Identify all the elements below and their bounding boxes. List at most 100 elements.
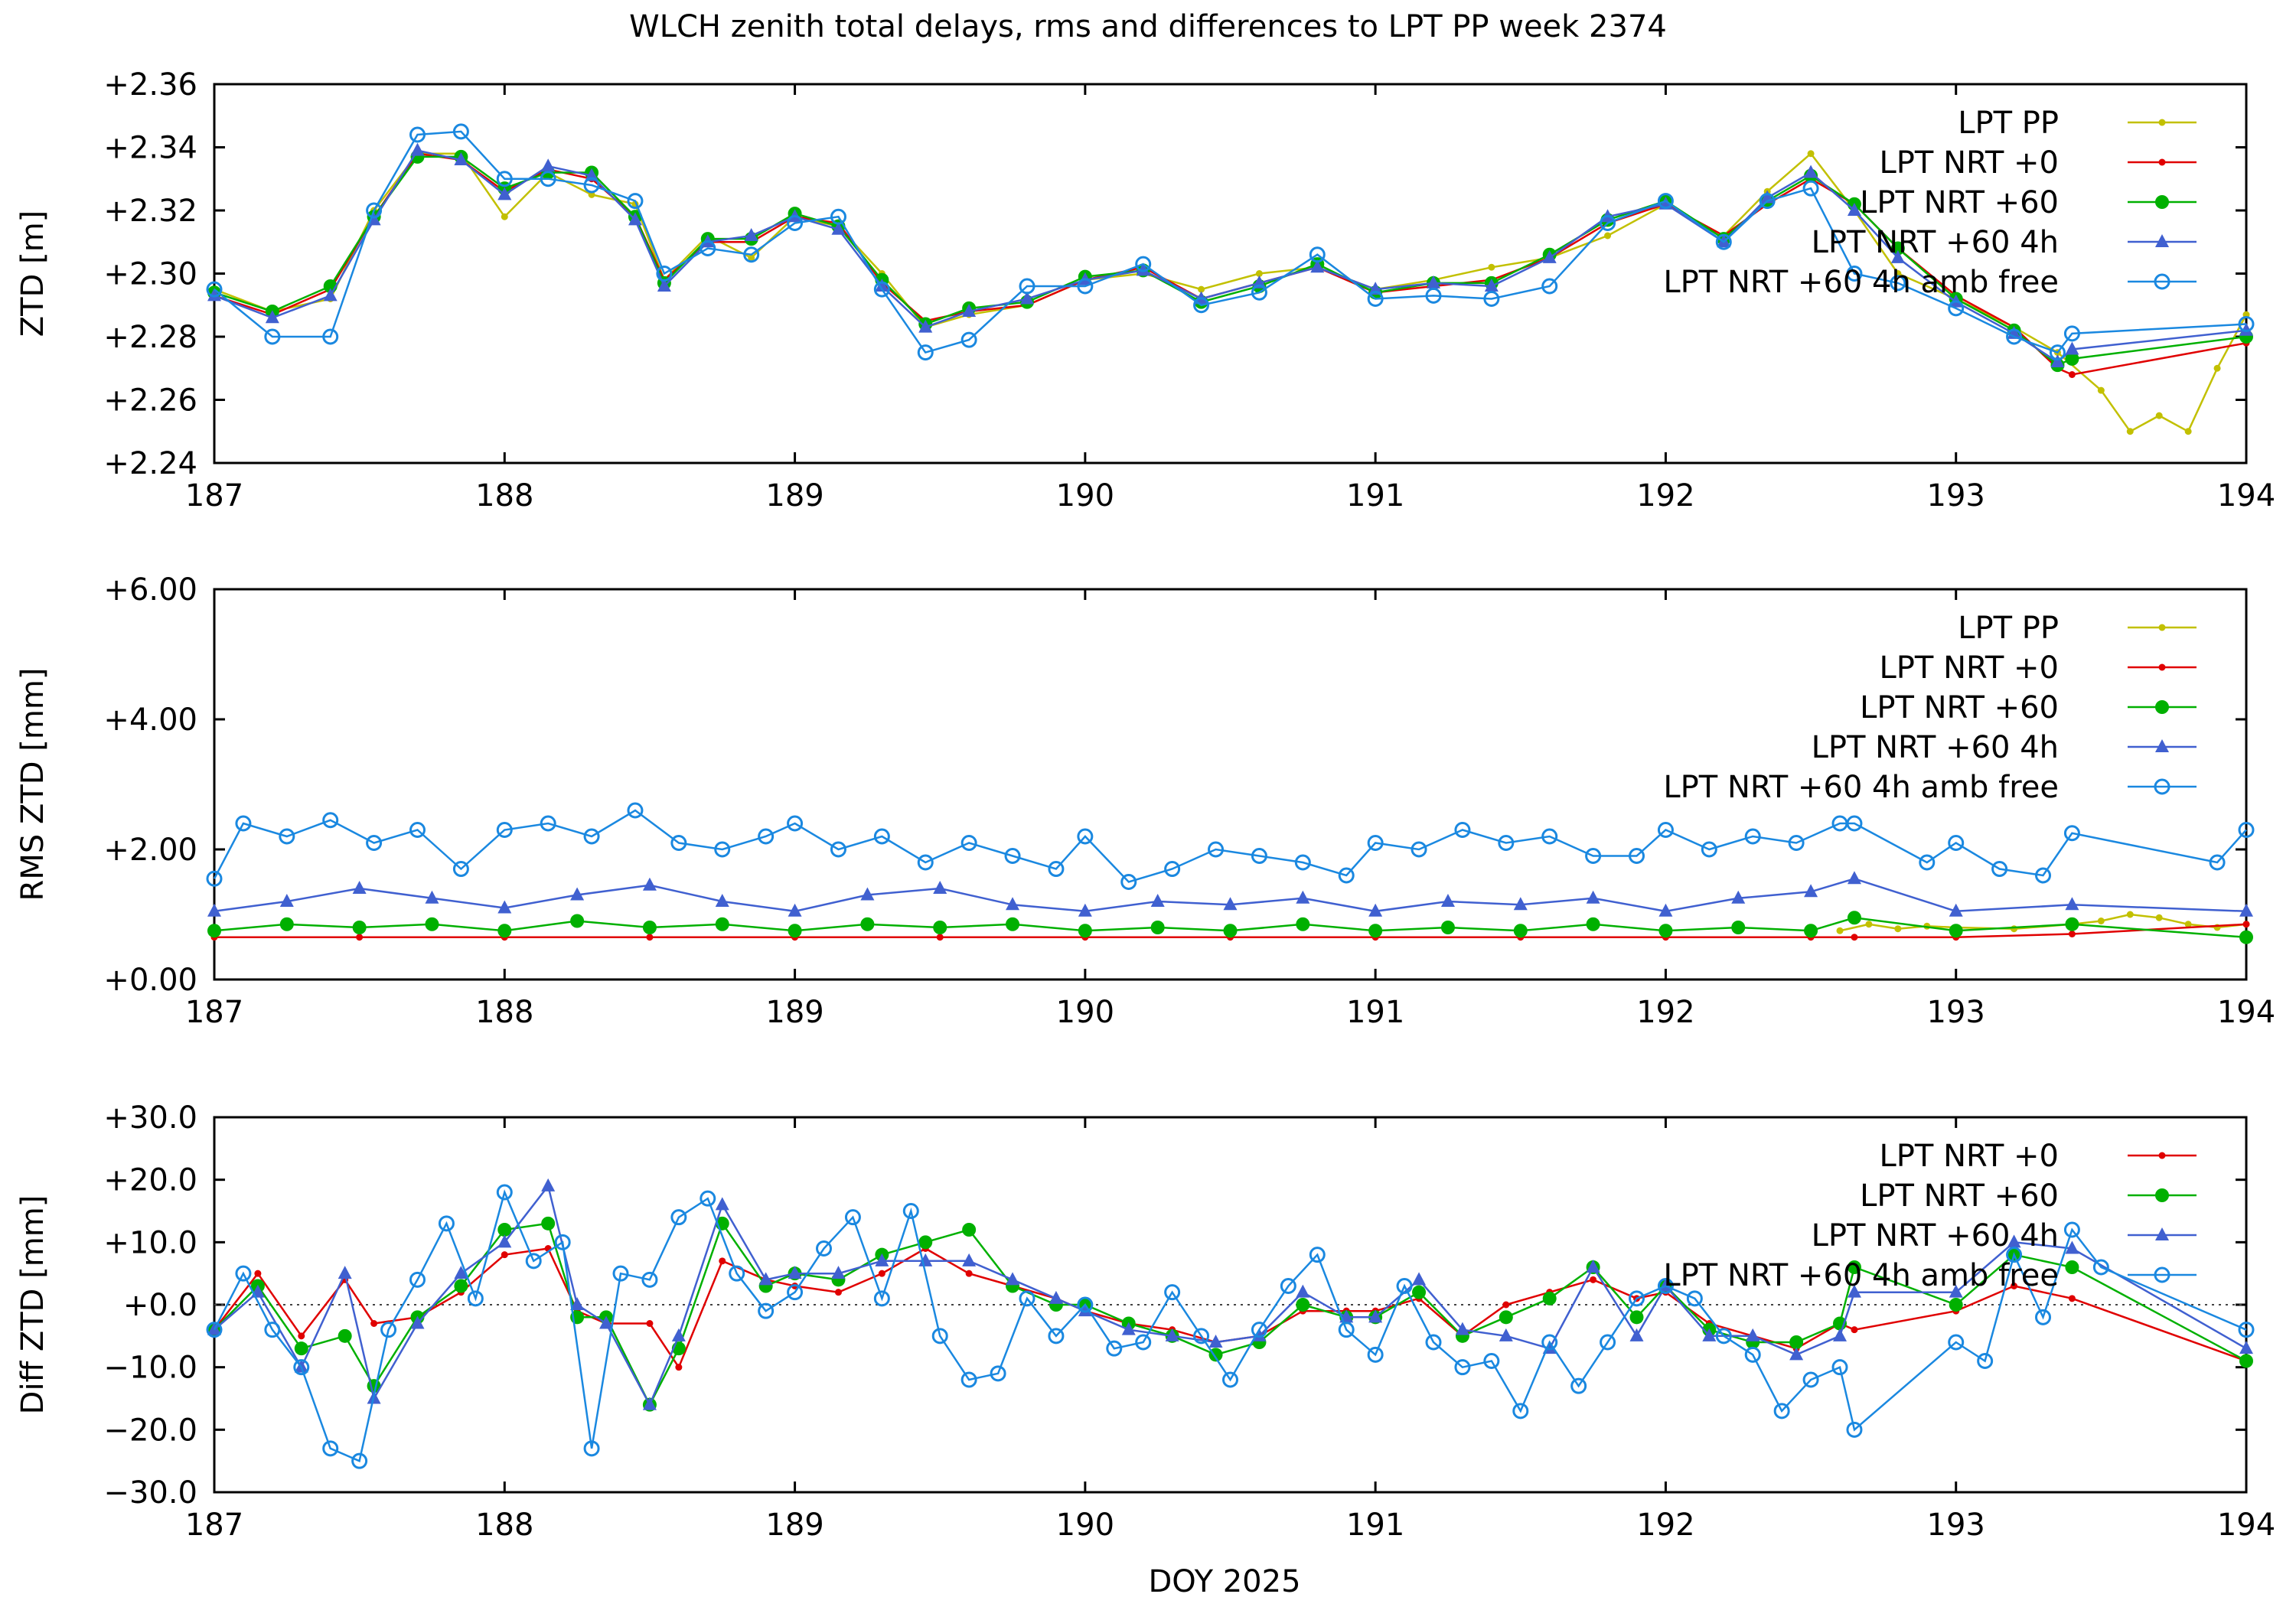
ztd-y-axis-title: ZTD [m]	[15, 210, 51, 337]
rms-point-lpt-nrt-60	[207, 924, 221, 938]
ztd-point-lpt-nrt-60-4h	[585, 168, 599, 181]
diff-legend-marker-lpt-nrt-60	[2155, 1188, 2169, 1202]
diff-point-lpt-nrt-60-4h-amb-free	[409, 1271, 426, 1288]
rms-point-lpt-nrt-0	[936, 934, 944, 941]
ztd-legend: LPT PP LPT NRT +0 LPT NRT +60 LPT NRT +60 4…	[1663, 106, 2197, 300]
diff-point-lpt-nrt-60-4h-amb-free	[990, 1365, 1006, 1382]
diff-point-lpt-nrt-60-4h-amb-free	[554, 1234, 571, 1250]
rms-point-lpt-nrt-60-4h	[1949, 903, 1963, 917]
rms-point-lpt-nrt-60-4h-amb-free	[1077, 828, 1094, 845]
diff-point-lpt-nrt-0	[370, 1320, 378, 1327]
ztd-point-lpt-pp	[1604, 232, 1612, 240]
diff-point-lpt-nrt-60-4h-amb-free	[612, 1265, 629, 1282]
rms-point-lpt-nrt-60-4h-amb-free	[714, 841, 731, 858]
rms-point-lpt-nrt-60-4h	[1368, 903, 1383, 917]
diff-point-lpt-nrt-0	[1851, 1326, 1858, 1334]
rms-point-lpt-nrt-60-4h	[933, 881, 947, 894]
diff-x-tick-label: 189	[765, 1508, 823, 1543]
diff-point-lpt-nrt-0	[675, 1364, 683, 1371]
diff-point-lpt-nrt-60-4h	[1412, 1272, 1427, 1286]
diff-point-lpt-nrt-60	[962, 1223, 977, 1237]
diff-point-lpt-nrt-60-4h-amb-free	[1193, 1328, 1210, 1345]
diff-point-lpt-nrt-60-4h	[758, 1272, 773, 1286]
ztd-point-lpt-nrt-60-4h-amb-free	[960, 331, 977, 348]
diff-legend-label-lpt-nrt-0: LPT NRT +0	[1880, 1139, 2059, 1174]
diff-point-lpt-nrt-60	[294, 1341, 308, 1356]
diff-point-lpt-nrt-60-4h	[1006, 1272, 1020, 1286]
rms-point-lpt-nrt-60	[497, 924, 512, 938]
ztd-x-tick-label: 194	[2217, 478, 2275, 513]
ztd-panel: +2.24 +2.26 +2.28 +2.30 +2.32 +2.34 +2.36 187 18…	[15, 67, 2275, 513]
ztd-point-lpt-nrt-60-4h	[1484, 279, 1499, 292]
rms-point-lpt-nrt-60-4h-amb-free	[1991, 861, 2008, 877]
ztd-point-lpt-nrt-60-4h	[454, 152, 468, 165]
rms-legend-label-lpt-nrt-60-4h: LPT NRT +60 4h	[1812, 730, 2059, 765]
diff-point-lpt-nrt-60-4h-amb-free	[729, 1265, 745, 1282]
diff-x-tick-label: 193	[1927, 1508, 1985, 1543]
diff-point-lpt-nrt-0	[646, 1320, 654, 1327]
diff-point-lpt-nrt-60-4h-amb-free	[700, 1190, 716, 1207]
ztd-point-lpt-nrt-60-4h-amb-free	[409, 126, 426, 143]
diff-point-lpt-nrt-60	[1789, 1335, 1804, 1349]
ztd-legend-label-lpt-nrt-60-4h-amb-free: LPT NRT +60 4h amb free	[1663, 265, 2059, 300]
rms-point-lpt-pp	[2184, 921, 2192, 928]
diff-point-lpt-nrt-60-4h	[918, 1253, 933, 1266]
rms-legend-marker-lpt-nrt-0	[2158, 663, 2166, 671]
diff-point-lpt-nrt-60-4h	[1208, 1335, 1223, 1348]
diff-point-lpt-nrt-60	[2065, 1260, 2079, 1274]
ztd-x-tick-label: 193	[1927, 478, 1985, 513]
ztd-point-lpt-pp	[2097, 386, 2105, 394]
rms-point-lpt-nrt-60-4h-amb-free	[1541, 828, 1558, 845]
ztd-point-lpt-nrt-60-4h	[207, 288, 221, 302]
diff-point-lpt-nrt-60-4h-amb-free	[2238, 1322, 2255, 1338]
diff-point-lpt-nrt-60-4h-amb-free	[1077, 1296, 1094, 1313]
diff-point-lpt-nrt-60-4h-amb-free	[1367, 1346, 1384, 1363]
diff-point-lpt-nrt-60	[454, 1279, 468, 1293]
diff-point-lpt-nrt-60-4h-amb-free	[2006, 1247, 2023, 1263]
rms-point-lpt-nrt-60-4h-amb-free	[1048, 861, 1065, 877]
ztd-point-lpt-nrt-60-4h	[918, 319, 933, 333]
ztd-point-lpt-nrt-60-4h-amb-free	[1541, 278, 1558, 295]
diff-point-lpt-nrt-60	[338, 1328, 352, 1343]
rms-point-lpt-pp	[1836, 927, 1844, 934]
ztd-point-lpt-nrt-60	[1890, 241, 1905, 256]
diff-legend-label-lpt-nrt-60-4h-amb-free: LPT NRT +60 4h amb free	[1663, 1258, 2059, 1293]
ztd-point-lpt-nrt-60-4h	[962, 304, 977, 317]
ztd-point-lpt-nrt-60-4h-amb-free	[1802, 180, 1819, 197]
diff-x-tick-label: 190	[1056, 1508, 1114, 1543]
rms-point-lpt-nrt-60-4h	[1513, 897, 1528, 911]
rms-legend-marker-lpt-nrt-60	[2155, 700, 2169, 714]
rms-point-lpt-nrt-60-4h-amb-free	[758, 828, 775, 845]
ztd-point-lpt-nrt-60-4h-amb-free	[583, 177, 600, 194]
diff-point-lpt-nrt-60	[1629, 1310, 1644, 1325]
ztd-point-lpt-nrt-60-4h-amb-free	[1019, 278, 1035, 295]
ztd-y-tick-label: +2.28	[103, 320, 197, 355]
ztd-legend-marker-lpt-nrt-0	[2158, 158, 2166, 166]
diff-point-lpt-nrt-60-4h-amb-free	[1135, 1334, 1152, 1351]
rms-point-lpt-nrt-60-4h	[1847, 871, 1861, 885]
rms-point-lpt-nrt-60-4h	[642, 877, 657, 891]
ztd-point-lpt-nrt-60-4h-amb-free	[2049, 344, 2066, 361]
ztd-x-tick-label: 188	[475, 478, 533, 513]
diff-point-lpt-nrt-60-4h-amb-free	[1831, 1359, 1848, 1376]
rms-point-lpt-nrt-60-4h-amb-free	[1294, 854, 1311, 871]
diff-point-lpt-nrt-60-4h-amb-free	[641, 1271, 658, 1288]
rms-point-lpt-nrt-60-4h-amb-free	[1338, 867, 1355, 884]
rms-point-lpt-pp	[1894, 925, 1902, 933]
diff-point-lpt-nrt-0	[254, 1270, 262, 1277]
rms-point-lpt-nrt-60-4h	[279, 894, 294, 907]
ztd-point-lpt-nrt-60-4h-amb-free	[264, 328, 281, 345]
diff-point-lpt-nrt-60	[2239, 1354, 2253, 1368]
diff-point-lpt-nrt-60-4h-amb-free	[1280, 1278, 1296, 1294]
rms-point-lpt-nrt-60-4h	[860, 887, 875, 901]
diff-point-lpt-nrt-60-4h	[599, 1315, 614, 1329]
ztd-point-lpt-nrt-60-4h-amb-free	[1309, 246, 1326, 263]
diff-point-lpt-nrt-60-4h-amb-free	[1164, 1284, 1181, 1301]
diff-x-tick-label: 188	[475, 1508, 533, 1543]
ztd-point-lpt-pp	[2155, 412, 2163, 419]
rms-point-lpt-pp	[2097, 918, 2105, 924]
diff-point-lpt-nrt-60-4h-amb-free	[293, 1359, 310, 1376]
ztd-legend-label-lpt-pp: LPT PP	[1958, 106, 2059, 141]
rms-point-lpt-nrt-60	[1804, 924, 1818, 938]
ztd-x-tick-label: 189	[765, 478, 823, 513]
